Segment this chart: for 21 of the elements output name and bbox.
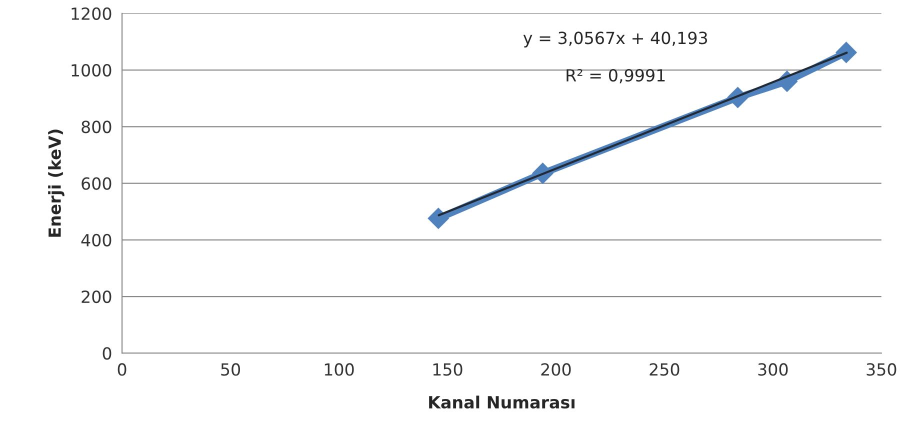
y-tick-label: 400 xyxy=(81,234,112,246)
x-axis-title: Kanal Numarası xyxy=(429,396,574,409)
point xyxy=(428,208,449,229)
y-tick-label: 1200 xyxy=(72,7,112,20)
x-tick-label: 50 xyxy=(221,363,240,376)
x-tick-label: 350 xyxy=(866,363,896,376)
y-tick-label: 600 xyxy=(82,177,112,190)
point xyxy=(836,42,857,63)
x-tick-label: 100 xyxy=(324,363,354,376)
x-tick-label: 250 xyxy=(650,363,680,376)
x-tick-label: 0 xyxy=(118,363,126,376)
y-tick-label: 200 xyxy=(82,290,112,304)
x-tick-label: 150 xyxy=(433,363,462,376)
y-tick-label: 0 xyxy=(102,347,112,360)
y-axis-title: Enerji (keV) xyxy=(48,130,64,237)
y-tick-label: 800 xyxy=(82,120,112,134)
x-tick-label: 200 xyxy=(541,363,571,376)
x-tick-label: 300 xyxy=(758,363,788,376)
annotation: R² = 0,9991 xyxy=(566,68,665,84)
annotation: y = 3,0567x + 40,193 xyxy=(523,32,708,48)
y-tick-label: 1000 xyxy=(72,64,112,77)
